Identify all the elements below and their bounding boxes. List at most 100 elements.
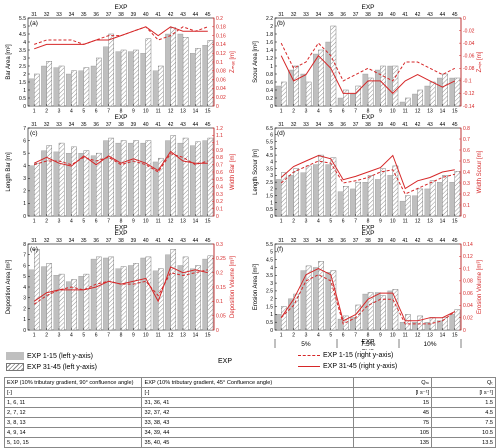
right-tick-label: 0.3: [216, 242, 223, 248]
bottom-tick-label: 10: [143, 333, 149, 339]
right-tick-label: 0.7: [216, 162, 223, 168]
top-tick-label: 42: [415, 12, 421, 18]
right-tick-label: 0.1: [216, 206, 223, 212]
right-tick-label: 0.9: [216, 148, 223, 154]
bar-exp1-15: [350, 188, 356, 217]
bar-exp1-15: [202, 258, 208, 331]
top-axis-title: EXP: [361, 4, 374, 11]
bar-exp1-15: [28, 269, 35, 331]
right-tick-label: 0: [216, 214, 219, 220]
bottom-tick-label: 11: [403, 109, 408, 115]
bar-exp1-15: [165, 33, 171, 107]
bar-exp31-45: [318, 261, 324, 331]
right-tick-label: 0.06: [463, 291, 473, 297]
bottom-tick-label: 1: [280, 109, 283, 115]
bar-exp31-45: [46, 61, 53, 107]
left-tick-label: 4.5: [19, 32, 26, 38]
bar-exp1-15: [449, 77, 455, 107]
bottom-tick-label: 8: [367, 333, 370, 339]
bar-exp31-45: [71, 146, 77, 217]
top-tick-label: 38: [118, 238, 124, 244]
bar-exp1-15: [41, 266, 47, 331]
table-header: EXP (10% tributary gradient, 45° Conflue…: [141, 377, 354, 388]
table-cell: [-]: [3, 387, 143, 398]
left-axis-title: Length Scour [m]: [253, 149, 259, 195]
left-tick-label: 0: [23, 104, 26, 110]
top-tick-label: 32: [291, 238, 297, 244]
bar-exp31-45: [293, 168, 300, 217]
right-tick-label: 0.04: [216, 86, 226, 92]
bar-exp1-15: [350, 317, 356, 331]
bar-exp1-15: [103, 140, 109, 217]
bottom-tick-label: 2: [45, 109, 48, 115]
left-tick-label: 3: [270, 281, 273, 287]
bar-exp31-45: [46, 263, 53, 331]
bottom-tick-label: 14: [193, 333, 199, 339]
bar-exp1-15: [78, 70, 84, 107]
right-tick-label: 0.06: [216, 77, 226, 83]
bar-exp31-45: [182, 37, 189, 107]
bar-exp1-15: [399, 101, 406, 107]
top-tick-label: 40: [143, 12, 149, 18]
bottom-axis-title: EXP: [361, 339, 374, 346]
bar-exp1-15: [288, 298, 294, 331]
bar-exp31-45: [429, 317, 436, 331]
table-cell: 32, 37, 42: [141, 407, 354, 418]
bar-exp1-15: [165, 140, 171, 217]
bottom-tick-label: 10: [143, 109, 149, 115]
top-tick-label: 34: [316, 238, 322, 244]
bottom-tick-label: 12: [415, 219, 421, 225]
top-tick-label: 39: [378, 122, 384, 128]
bar-exp1-15: [140, 257, 146, 331]
bar-exp31-45: [392, 65, 399, 107]
bar-exp31-45: [195, 141, 201, 217]
bar-exp31-45: [392, 165, 399, 217]
bottom-tick-label: 9: [379, 219, 382, 225]
legend-label: EXP 31-45 (right y-axis): [323, 363, 398, 370]
table-units-row: [-] [-] [l s⁻¹] [l s⁻¹]: [3, 387, 496, 398]
bar-exp1-15: [41, 65, 47, 107]
right-tick-label: 0.1: [463, 203, 470, 209]
bar-exp1-15: [128, 265, 134, 331]
left-tick-label: 1.5: [266, 193, 273, 199]
right-tick-label: 0.04: [463, 303, 473, 309]
legend-center-label: EXP: [218, 358, 232, 365]
bottom-tick-label: 4: [317, 333, 320, 339]
top-tick-label: 35: [81, 122, 87, 128]
right-tick-label: 0.6: [463, 148, 470, 154]
bar-exp31-45: [207, 137, 214, 217]
bar-exp31-45: [83, 273, 90, 331]
top-tick-label: 44: [440, 122, 446, 128]
top-tick-label: 45: [205, 238, 211, 244]
top-tick-label: 42: [168, 238, 174, 244]
top-tick-label: 32: [44, 238, 50, 244]
table-cell: 5, 10, 15: [3, 437, 143, 448]
left-tick-label: 2.5: [266, 289, 273, 295]
top-tick-label: 44: [440, 12, 446, 18]
top-tick-label: 38: [365, 122, 371, 128]
bottom-tick-label: 5: [82, 109, 85, 115]
bar-exp1-15: [300, 172, 307, 217]
right-tick-label: 0.7: [463, 137, 470, 143]
top-tick-label: 39: [131, 238, 137, 244]
bottom-tick-label: 5: [329, 219, 332, 225]
bar-exp1-15: [190, 268, 196, 331]
right-tick-label: 0.18: [216, 25, 226, 31]
top-tick-label: 33: [56, 122, 62, 128]
right-tick-label: 0: [216, 328, 219, 334]
bar-exp31-45: [145, 256, 152, 331]
bottom-tick-label: 11: [156, 333, 161, 339]
bottom-tick-label: 2: [292, 333, 295, 339]
bar-exp31-45: [442, 73, 448, 107]
top-tick-label: 45: [452, 238, 458, 244]
table-cell: 75: [352, 417, 433, 428]
left-tick-label: 0.6: [266, 80, 273, 86]
top-tick-label: 45: [452, 12, 458, 18]
top-tick-label: 34: [316, 122, 322, 128]
table-cell: 15: [352, 397, 433, 408]
bar-exp31-45: [34, 73, 40, 107]
left-tick-label: 3.5: [266, 273, 273, 279]
bottom-tick-label: 5: [82, 333, 85, 339]
bar-exp1-15: [115, 268, 122, 331]
right-tick-label: 0: [463, 214, 466, 220]
